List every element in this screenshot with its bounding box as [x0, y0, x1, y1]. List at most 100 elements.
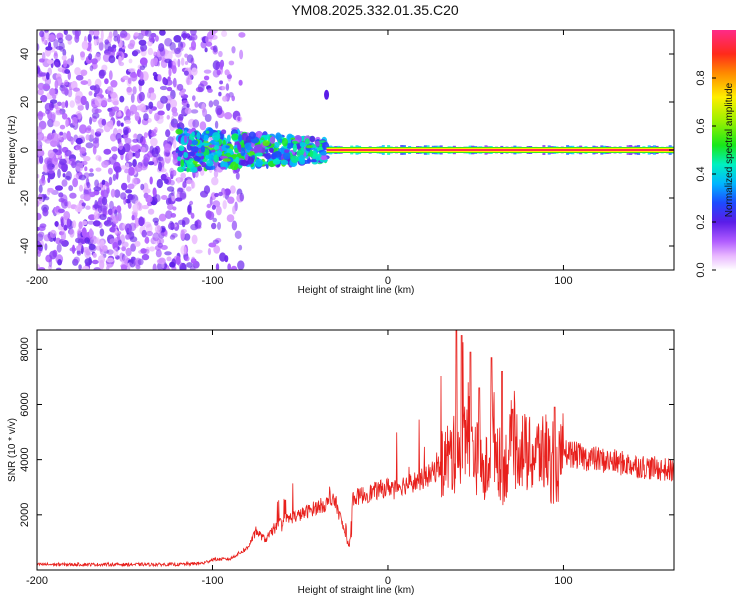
- noise-blob: [166, 186, 175, 192]
- band-blob: [191, 139, 199, 146]
- noise-blob: [174, 47, 181, 55]
- noise-blob: [127, 183, 135, 190]
- noise-blob: [69, 228, 75, 238]
- noise-blob: [52, 120, 61, 127]
- noise-blob: [170, 222, 175, 231]
- noise-blob: [55, 110, 63, 116]
- y-tick-label: -40: [19, 238, 31, 254]
- band-blob: [309, 135, 316, 143]
- band-blob: [183, 135, 188, 143]
- noise-blob: [95, 167, 102, 172]
- band-blob: [299, 142, 307, 148]
- noise-blob: [38, 267, 46, 270]
- noise-blob: [130, 243, 137, 252]
- noise-blob: [43, 31, 50, 40]
- band-blob: [240, 159, 249, 167]
- band-blob: [196, 132, 201, 140]
- noise-blob: [37, 110, 44, 121]
- noise-blob: [152, 187, 157, 197]
- snr-frame: [36, 329, 675, 571]
- band-blob: [220, 166, 227, 170]
- colorbar: 0.0 0.2 0.4 0.6 0.8 Normalized spectral ampl…: [695, 30, 736, 278]
- noise-blob: [93, 92, 97, 98]
- noise-blob: [140, 183, 145, 191]
- y-tick-label: 8000: [19, 337, 31, 361]
- noise-blob: [231, 220, 238, 231]
- band-blob: [230, 161, 239, 171]
- noise-blob: [119, 95, 125, 103]
- noise-blob: [108, 176, 113, 186]
- noise-blob: [61, 179, 68, 187]
- noise-blob: [165, 197, 172, 206]
- noise-blob: [64, 69, 70, 74]
- noise-blob: [103, 122, 111, 133]
- noise-blob: [90, 129, 95, 139]
- noise-blob: [109, 226, 116, 233]
- band-blob: [269, 136, 276, 144]
- noise-blob: [158, 161, 162, 172]
- noise-blob: [159, 30, 166, 36]
- noise-blob: [98, 41, 104, 51]
- band-blob: [287, 138, 292, 145]
- spectrogram-band-layer: [174, 89, 330, 173]
- noise-blob: [208, 100, 214, 108]
- noise-blob: [118, 55, 122, 65]
- noise-blob: [205, 35, 209, 44]
- noise-blob: [107, 97, 112, 103]
- noise-blob: [213, 170, 219, 178]
- noise-blob: [108, 55, 116, 64]
- noise-blob: [157, 74, 162, 82]
- band-blob: [203, 134, 209, 142]
- x-tick-label: 0: [385, 275, 391, 287]
- noise-blob: [59, 158, 67, 166]
- noise-blob: [148, 101, 154, 110]
- band-blob: [255, 158, 264, 168]
- band-blob: [191, 131, 195, 137]
- band-blob: [262, 161, 269, 165]
- noise-blob: [75, 30, 80, 40]
- noise-blob: [226, 74, 232, 80]
- noise-blob: [214, 192, 219, 198]
- noise-blob: [189, 265, 196, 270]
- noise-blob: [127, 201, 132, 209]
- noise-blob: [76, 143, 82, 150]
- noise-blob: [124, 168, 130, 174]
- noise-blob: [37, 250, 41, 257]
- snr-x-ticks: -200 -100 0 100: [26, 330, 573, 587]
- band-blob: [206, 159, 214, 167]
- noise-blob: [91, 107, 99, 115]
- noise-blob: [37, 174, 40, 179]
- y-tick-label: -20: [19, 190, 31, 206]
- band-blob: [183, 152, 189, 159]
- noise-blob: [128, 58, 133, 64]
- noise-blob: [87, 220, 95, 225]
- noise-blob: [54, 61, 59, 67]
- band-blob: [244, 142, 253, 151]
- noise-blob: [161, 262, 165, 269]
- noise-blob: [92, 204, 100, 209]
- noise-blob: [101, 64, 108, 72]
- noise-blob: [129, 258, 136, 268]
- noise-blob: [138, 78, 145, 86]
- noise-blob: [154, 224, 162, 234]
- noise-blob: [170, 213, 177, 218]
- chart-title: YM08.2025.332.01.35.C20: [291, 2, 459, 18]
- noise-blob: [151, 147, 159, 158]
- noise-blob: [215, 105, 223, 116]
- noise-blob: [62, 132, 67, 140]
- noise-blob: [191, 234, 198, 245]
- band-blob: [320, 155, 328, 161]
- noise-blob: [165, 129, 171, 138]
- noise-blob: [133, 32, 139, 37]
- band-blob: [225, 152, 231, 157]
- noise-blob: [41, 51, 46, 62]
- noise-blob: [120, 192, 127, 200]
- noise-blob: [125, 234, 131, 240]
- noise-blob: [64, 79, 69, 86]
- noise-blob: [77, 104, 84, 111]
- noise-blob: [46, 59, 54, 65]
- noise-blob: [117, 239, 122, 246]
- noise-blob: [177, 261, 182, 267]
- band-blob: [238, 144, 242, 153]
- noise-blob: [207, 248, 211, 256]
